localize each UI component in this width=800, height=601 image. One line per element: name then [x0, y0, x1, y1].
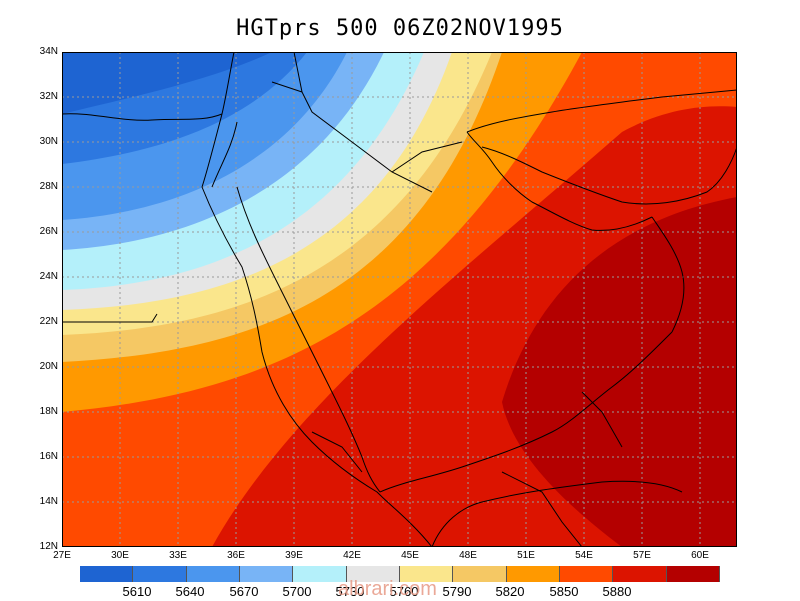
legend-swatch: [666, 566, 720, 582]
legend-label: 5820: [495, 584, 525, 599]
lon-label: 57E: [633, 550, 651, 561]
lat-label: 34N: [39, 46, 58, 57]
legend-swatch: [559, 566, 614, 582]
map-frame: [62, 52, 737, 547]
map-title: HGTprs 500 06Z02NOV1995: [236, 16, 564, 41]
legend-label: 5700: [282, 584, 312, 599]
legend-swatch: [186, 566, 240, 582]
legend-label: 5760: [389, 584, 419, 599]
watermark: albrari.com: [338, 578, 437, 600]
lat-label: 32N: [39, 91, 58, 102]
lat-label: 18N: [39, 406, 58, 417]
legend-label: 5670: [229, 584, 259, 599]
lon-label: 42E: [343, 550, 361, 561]
legend-label: 5850: [549, 584, 579, 599]
legend-swatch: [453, 566, 507, 582]
lon-label: 39E: [285, 550, 303, 561]
legend-label: 5880: [602, 584, 632, 599]
legend-label: 5610: [122, 584, 152, 599]
color-legend: [80, 566, 720, 582]
lon-label: 60E: [691, 550, 709, 561]
legend-swatch: [133, 566, 187, 582]
legend-label: 5640: [175, 584, 205, 599]
lon-label: 51E: [517, 550, 535, 561]
lat-label: 12N: [39, 541, 58, 552]
lat-label: 30N: [39, 136, 58, 147]
lon-label: 48E: [459, 550, 477, 561]
legend-swatch: [346, 566, 400, 582]
legend-swatch: [293, 566, 347, 582]
lat-label: 22N: [39, 316, 58, 327]
lon-label: 33E: [169, 550, 187, 561]
lat-label: 24N: [39, 271, 58, 282]
lon-label: 45E: [401, 550, 419, 561]
lat-label: 16N: [39, 451, 58, 462]
legend-label: 5730: [335, 584, 365, 599]
legend-swatch: [613, 566, 667, 582]
height-contour-map: [62, 52, 737, 547]
lon-label: 27E: [53, 550, 71, 561]
lat-label: 26N: [39, 226, 58, 237]
legend-label: 5790: [442, 584, 472, 599]
lat-label: 20N: [39, 361, 58, 372]
lon-label: 36E: [227, 550, 245, 561]
legend-swatch: [506, 566, 560, 582]
lat-label: 28N: [39, 181, 58, 192]
lon-label: 54E: [575, 550, 593, 561]
coastlines: [62, 52, 737, 547]
legend-swatch: [80, 566, 134, 582]
lon-label: 30E: [111, 550, 129, 561]
legend-swatch: [239, 566, 294, 582]
lat-label: 14N: [39, 496, 58, 507]
band-5910: [502, 197, 737, 547]
legend-swatch: [399, 566, 454, 582]
